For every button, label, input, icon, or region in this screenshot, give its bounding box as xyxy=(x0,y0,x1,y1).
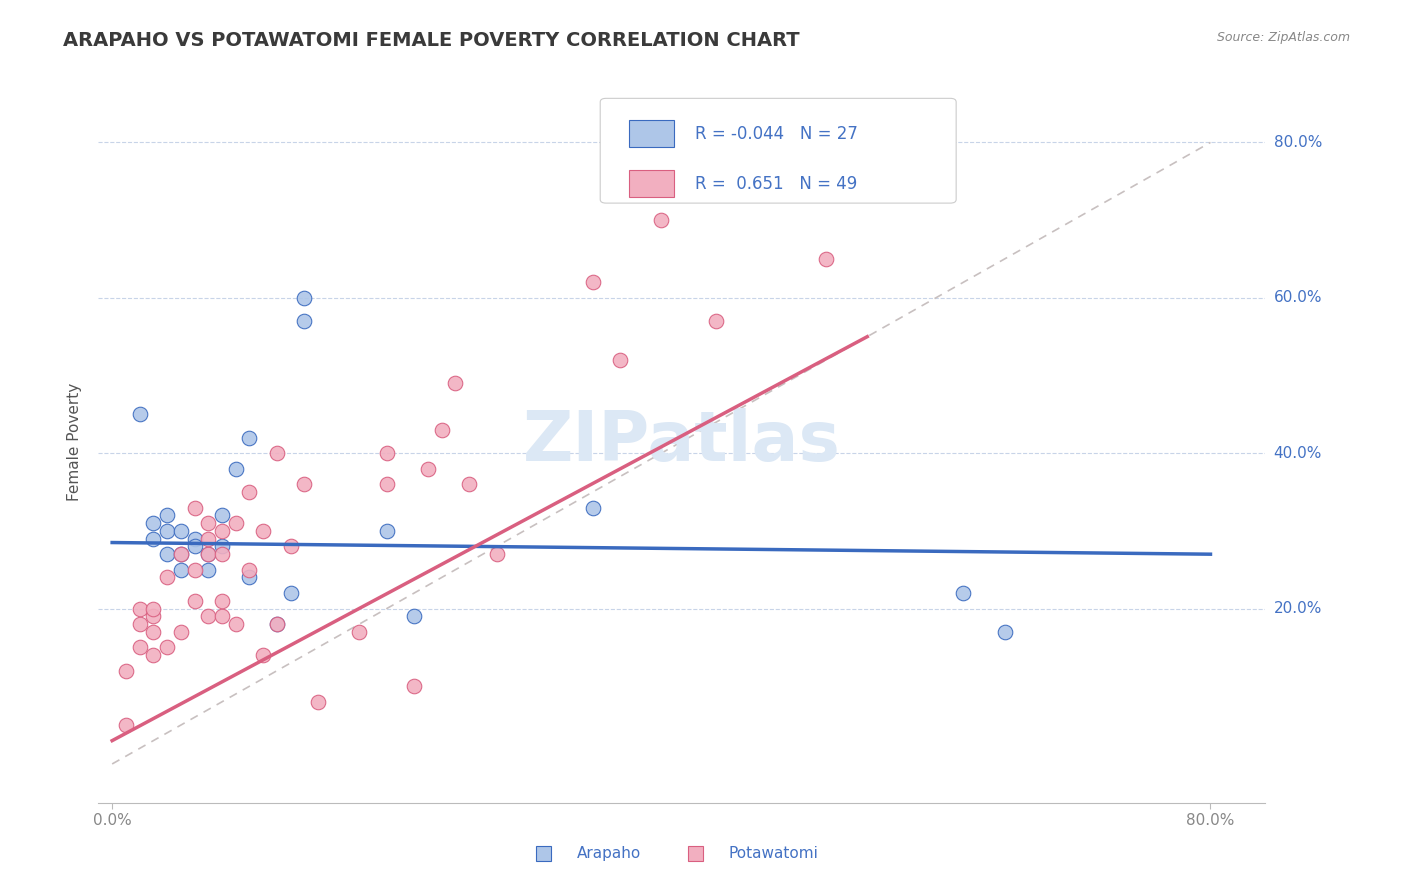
Point xyxy=(183,500,205,515)
Point xyxy=(197,609,219,624)
Point xyxy=(582,500,605,515)
Point xyxy=(952,586,974,600)
FancyBboxPatch shape xyxy=(600,98,956,203)
Point xyxy=(404,609,426,624)
Text: R =  0.651   N = 49: R = 0.651 N = 49 xyxy=(695,175,858,193)
Point xyxy=(183,594,205,608)
Point xyxy=(142,648,165,663)
Text: 20.0%: 20.0% xyxy=(1274,601,1322,616)
Point xyxy=(650,213,672,227)
Point xyxy=(211,524,233,538)
Text: 40.0%: 40.0% xyxy=(1274,446,1322,460)
Point xyxy=(444,376,467,391)
Point xyxy=(197,547,219,561)
Point xyxy=(704,314,727,328)
Point xyxy=(156,508,179,523)
Point xyxy=(211,540,233,554)
Point xyxy=(266,446,288,460)
Point xyxy=(375,477,398,491)
Point xyxy=(197,563,219,577)
Point xyxy=(183,563,205,577)
Point xyxy=(183,540,205,554)
Point xyxy=(211,508,233,523)
Point xyxy=(225,516,247,530)
Text: ARAPAHO VS POTAWATOMI FEMALE POVERTY CORRELATION CHART: ARAPAHO VS POTAWATOMI FEMALE POVERTY COR… xyxy=(63,31,800,50)
Point xyxy=(170,547,193,561)
Point xyxy=(170,563,193,577)
Point xyxy=(266,617,288,632)
Point xyxy=(582,275,605,289)
Point xyxy=(225,461,247,475)
Point xyxy=(238,431,260,445)
Point xyxy=(128,640,150,655)
Point xyxy=(115,718,138,732)
FancyBboxPatch shape xyxy=(536,847,551,861)
Point xyxy=(170,524,193,538)
Point xyxy=(404,679,426,693)
Point xyxy=(375,524,398,538)
Text: Potawatomi: Potawatomi xyxy=(728,846,818,861)
Point xyxy=(485,547,508,561)
Point xyxy=(115,664,138,678)
Point xyxy=(238,570,260,584)
Point xyxy=(142,609,165,624)
Point xyxy=(156,570,179,584)
Point xyxy=(280,586,302,600)
FancyBboxPatch shape xyxy=(630,120,673,147)
Point xyxy=(292,477,315,491)
Point xyxy=(211,547,233,561)
Text: Source: ZipAtlas.com: Source: ZipAtlas.com xyxy=(1216,31,1350,45)
Point xyxy=(142,516,165,530)
Point xyxy=(280,540,302,554)
Point xyxy=(183,532,205,546)
Point xyxy=(238,485,260,500)
Point xyxy=(225,617,247,632)
Point xyxy=(197,516,219,530)
Point xyxy=(292,291,315,305)
Text: R = -0.044   N = 27: R = -0.044 N = 27 xyxy=(695,125,858,143)
Point xyxy=(307,695,329,709)
Point xyxy=(142,601,165,615)
Point xyxy=(430,423,453,437)
Point xyxy=(197,532,219,546)
Point xyxy=(156,547,179,561)
Point xyxy=(252,648,274,663)
Point xyxy=(142,532,165,546)
Point xyxy=(252,524,274,538)
Point xyxy=(197,547,219,561)
Point xyxy=(211,609,233,624)
FancyBboxPatch shape xyxy=(688,847,703,861)
FancyBboxPatch shape xyxy=(630,169,673,197)
Text: Arapaho: Arapaho xyxy=(576,846,641,861)
Point xyxy=(416,461,439,475)
Point xyxy=(815,252,838,266)
Text: ZIPatlas: ZIPatlas xyxy=(523,408,841,475)
Point xyxy=(156,524,179,538)
Point xyxy=(238,563,260,577)
Point xyxy=(375,446,398,460)
Point xyxy=(211,594,233,608)
Y-axis label: Female Poverty: Female Poverty xyxy=(67,383,83,500)
Point xyxy=(128,617,150,632)
Point xyxy=(142,624,165,639)
Text: 60.0%: 60.0% xyxy=(1274,290,1322,305)
Point xyxy=(993,624,1015,639)
Point xyxy=(458,477,481,491)
Point xyxy=(128,408,150,422)
Point xyxy=(349,624,371,639)
Point xyxy=(170,547,193,561)
Point xyxy=(170,624,193,639)
Text: 80.0%: 80.0% xyxy=(1274,135,1322,150)
Point xyxy=(128,601,150,615)
Point xyxy=(609,353,631,368)
Point xyxy=(292,314,315,328)
Point xyxy=(266,617,288,632)
Point xyxy=(156,640,179,655)
